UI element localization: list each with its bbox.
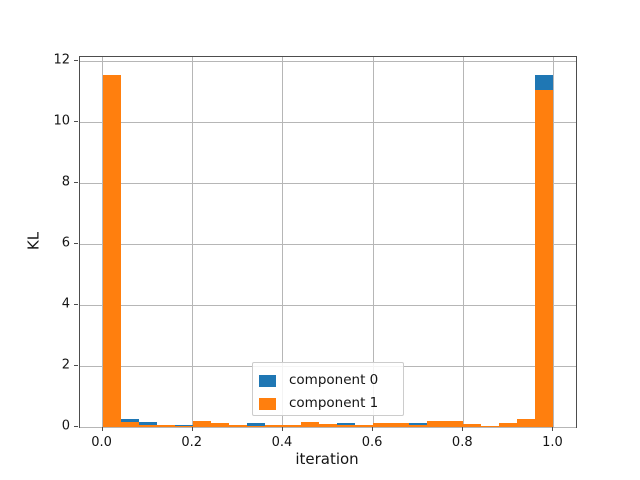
x-tick-0.4 [281, 427, 283, 431]
y-tick-label: 0 [61, 418, 70, 434]
bar-component-1-bin-15 [373, 423, 392, 427]
plot-area [79, 56, 577, 428]
bar-component-1-bin-14 [355, 425, 374, 427]
y-tick-8 [74, 182, 78, 184]
bar-component-1-bin-3 [156, 425, 175, 427]
gridline-x-0.2 [192, 57, 194, 427]
bar-component-1-bin-8 [246, 425, 265, 427]
bar-component-1-bin-7 [228, 424, 247, 427]
bar-component-1-bin-10 [282, 424, 301, 427]
gridline-y-12 [80, 60, 576, 62]
x-tick-label: 0.8 [451, 435, 473, 450]
x-tick-label: 0.0 [91, 435, 112, 450]
bar-component-1-bin-0 [102, 74, 121, 427]
bar-component-1-bin-11 [300, 422, 319, 427]
gridline-y-4 [80, 304, 576, 306]
gridline-y-0 [80, 426, 576, 428]
gridline-x-0.4 [282, 57, 284, 427]
bar-component-0-bin-13 [337, 423, 356, 427]
bar-component-1-bin-17 [409, 425, 428, 427]
bar-component-1-bin-21 [481, 426, 500, 427]
x-tick-0.2 [191, 427, 193, 431]
bar-component-1-bin-19 [445, 420, 464, 427]
y-tick-label: 8 [61, 174, 70, 190]
bar-component-1-bin-22 [499, 423, 518, 427]
x-tick-label: 1.0 [542, 435, 563, 450]
bar-component-1-bin-13 [337, 425, 356, 427]
bar-component-1-bin-16 [391, 422, 410, 427]
x-tick-0 [101, 427, 103, 431]
bar-component-1-bin-9 [264, 425, 283, 427]
gridline-y-6 [80, 243, 576, 245]
bar-component-1-bin-23 [517, 419, 536, 427]
bar-component-1-bin-2 [138, 424, 157, 427]
x-tick-0.8 [462, 427, 464, 431]
bar-component-0-bin-4 [174, 424, 193, 427]
y-tick-0 [74, 426, 78, 427]
legend: component 0 component 1 [252, 362, 404, 416]
legend-swatch-component-1 [259, 397, 276, 410]
bar-component-1-bin-24 [535, 90, 554, 427]
y-tick-label: 6 [61, 235, 70, 251]
y-tick-label: 10 [53, 113, 70, 129]
bar-component-1-bin-4 [174, 426, 193, 427]
y-tick-label: 12 [53, 52, 70, 68]
x-tick-1 [552, 427, 554, 431]
gridline-x-0.6 [372, 57, 374, 427]
legend-label-component-1: component 1 [289, 394, 379, 411]
y-tick-label: 2 [61, 357, 70, 373]
bar-component-1-bin-5 [192, 421, 211, 427]
x-tick-label: 0.2 [181, 435, 203, 450]
bar-component-1-bin-1 [120, 422, 139, 427]
x-tick-label: 0.4 [271, 435, 293, 450]
legend-swatch-component-0 [259, 374, 276, 387]
bar-component-0-bin-8 [246, 423, 265, 427]
y-tick-label: 4 [61, 296, 70, 312]
bar-component-0-bin-17 [409, 422, 428, 427]
legend-entry-component-1: component 1 [259, 393, 403, 414]
y-tick-10 [74, 121, 78, 123]
bar-component-1-bin-12 [318, 423, 337, 427]
bar-component-1-bin-6 [210, 423, 229, 427]
gridline-y-8 [80, 182, 576, 184]
gridline-y-10 [80, 121, 576, 123]
y-tick-4 [74, 304, 78, 306]
x-tick-0.6 [372, 427, 374, 431]
x-axis-label: iteration [295, 450, 359, 468]
y-tick-2 [74, 365, 78, 367]
gridline-x-1 [552, 57, 554, 427]
legend-entry-component-0: component 0 [259, 370, 403, 391]
legend-label-component-0: component 0 [289, 371, 379, 388]
x-tick-label: 0.6 [361, 435, 383, 450]
bar-component-1-bin-18 [427, 421, 446, 427]
gridline-x-0.8 [462, 57, 464, 427]
bar-component-1-bin-20 [463, 423, 482, 427]
y-tick-12 [74, 60, 78, 62]
y-tick-6 [74, 243, 78, 245]
